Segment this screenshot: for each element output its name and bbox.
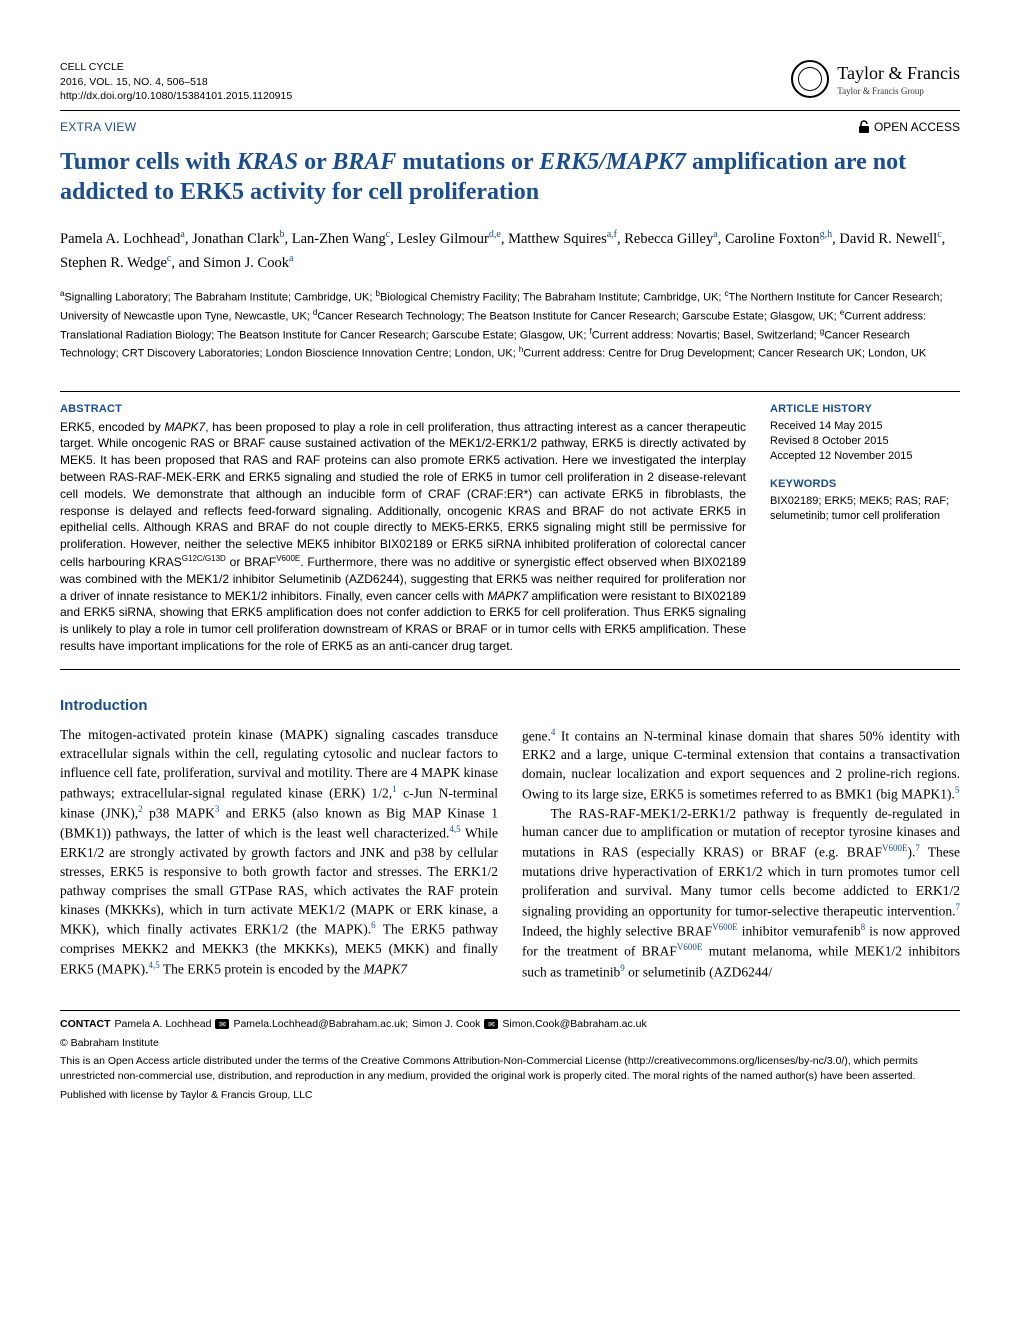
license-text: This is an Open Access article distribut… [60,1054,960,1083]
body-paragraph-2: gene.4 It contains an N-terminal kinase … [522,726,960,982]
body-paragraph-1: The mitogen-activated protein kinase (MA… [60,726,498,979]
mail-icon: ✉ [484,1019,498,1029]
keywords-text: BIX02189; ERK5; MEK5; RAS; RAF; selumeti… [770,494,960,525]
journal-volume: 2016, VOL. 15, NO. 4, 506–518 [60,75,292,90]
publisher-logo-icon [791,60,829,98]
contact-email-1: Pamela.Lochhead@Babraham.ac.uk; [233,1017,408,1032]
mail-icon: ✉ [215,1019,229,1029]
header-top: CELL CYCLE 2016, VOL. 15, NO. 4, 506–518… [60,60,960,111]
open-access-label: OPEN ACCESS [874,119,960,135]
abstract-text: ERK5, encoded by MAPK7, has been propose… [60,419,746,655]
abstract-section: ABSTRACT ERK5, encoded by MAPK7, has bee… [60,391,960,670]
publisher-name: Taylor & Francis [837,61,960,85]
history-received: Received 14 May 2015 [770,419,960,434]
journal-name: CELL CYCLE [60,60,292,75]
keywords-label: KEYWORDS [770,477,960,492]
copyright: © Babraham Institute [60,1036,960,1051]
history-accepted: Accepted 12 November 2015 [770,449,960,464]
article-title: Tumor cells with KRAS or BRAF mutations … [60,147,960,207]
contact-email-2: Simon.Cook@Babraham.ac.uk [502,1017,646,1032]
journal-info: CELL CYCLE 2016, VOL. 15, NO. 4, 506–518… [60,60,292,104]
authors-list: Pamela A. Lochheada, Jonathan Clarkb, La… [60,227,960,274]
publisher-group: Taylor & Francis Group [837,85,960,97]
contact-name-2: Simon J. Cook [412,1017,480,1032]
history-revised: Revised 8 October 2015 [770,434,960,449]
contact-label: CONTACT [60,1017,111,1032]
article-meta-row: EXTRA VIEW OPEN ACCESS [60,119,960,135]
abstract-label: ABSTRACT [60,402,746,417]
contact-name-1: Pamela A. Lochhead [115,1017,212,1032]
open-lock-icon [858,120,870,134]
history-label: ARTICLE HISTORY [770,402,960,417]
publisher-logo: Taylor & Francis Taylor & Francis Group [791,60,960,98]
journal-doi: http://dx.doi.org/10.1080/15384101.2015.… [60,89,292,104]
published-line: Published with license by Taylor & Franc… [60,1088,960,1103]
affiliations: aSignalling Laboratory; The Babraham Ins… [60,288,960,362]
footer: CONTACT Pamela A. Lochhead ✉ Pamela.Loch… [60,1010,960,1102]
body-text: The mitogen-activated protein kinase (MA… [60,726,960,982]
article-type: EXTRA VIEW [60,119,136,135]
open-access-badge: OPEN ACCESS [858,119,960,135]
contact-line: CONTACT Pamela A. Lochhead ✉ Pamela.Loch… [60,1017,960,1032]
introduction-heading: Introduction [60,696,960,716]
